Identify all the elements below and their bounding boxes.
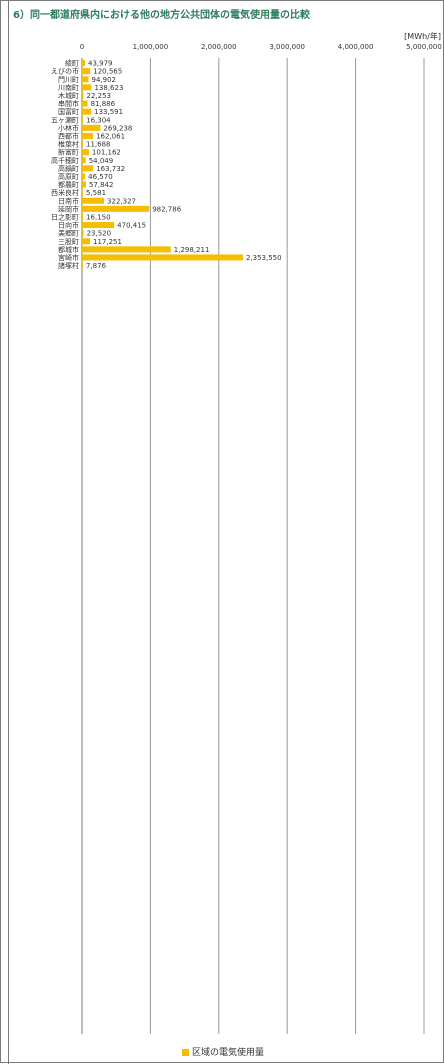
category-label: 綾町 — [65, 59, 79, 68]
data-label: 162,061 — [96, 132, 125, 140]
data-label: 46,570 — [88, 173, 113, 181]
bar — [82, 246, 171, 253]
bar — [82, 132, 94, 139]
data-label: 16,304 — [86, 116, 111, 124]
bar — [82, 181, 86, 188]
bar — [82, 124, 101, 131]
category-label: 串間市 — [58, 99, 79, 108]
category-label: 川南町 — [58, 83, 79, 92]
category-label: 日之影町 — [51, 212, 79, 221]
bar — [82, 141, 83, 148]
category-label: 五ヶ瀬町 — [51, 115, 79, 124]
unit-label: [MWh/年] — [404, 32, 441, 41]
bar — [82, 157, 86, 164]
bar — [82, 60, 86, 67]
bar — [82, 68, 91, 75]
category-label: 西米良村 — [51, 188, 79, 197]
x-tick-label: 3,000,000 — [269, 43, 305, 51]
data-label: 23,520 — [87, 230, 112, 238]
data-label: 16,150 — [86, 213, 111, 221]
bar — [82, 230, 84, 237]
data-label: 1,298,211 — [174, 246, 210, 254]
data-label: 138,623 — [94, 84, 123, 92]
bar — [82, 254, 243, 261]
bar — [82, 149, 89, 156]
bar — [82, 116, 84, 123]
bar — [82, 189, 83, 196]
data-label: 120,565 — [93, 68, 122, 76]
legend: 区域の電気使用量 — [1, 1045, 444, 1058]
category-label: 高千穂町 — [51, 156, 79, 165]
category-label: 高鍋町 — [58, 164, 79, 173]
data-label: 54,049 — [89, 157, 114, 165]
bar — [82, 213, 84, 220]
bar — [82, 84, 92, 91]
category-label: 諸塚村 — [58, 261, 79, 270]
data-label: 322,327 — [107, 197, 136, 205]
x-tick-label: 0 — [80, 43, 84, 51]
x-tick-label: 5,000,000 — [406, 43, 442, 51]
bar — [82, 100, 88, 107]
data-label: 982,786 — [152, 205, 181, 213]
bar — [82, 222, 115, 229]
category-label: 西都市 — [58, 131, 79, 140]
x-tick-label: 2,000,000 — [201, 43, 237, 51]
bar — [82, 165, 94, 172]
data-label: 43,979 — [88, 60, 113, 68]
category-label: 都城市 — [58, 245, 79, 254]
bar — [82, 205, 150, 212]
bar — [82, 108, 92, 115]
data-label: 57,842 — [89, 181, 114, 189]
data-label: 5,581 — [86, 189, 106, 197]
category-label: 宮崎市 — [58, 253, 79, 262]
data-label: 101,162 — [92, 149, 121, 157]
category-label: 国富町 — [58, 107, 79, 116]
data-label: 2,353,550 — [246, 254, 282, 262]
left-margin-rule — [8, 1, 9, 1064]
legend-swatch — [181, 1049, 189, 1056]
data-label: 94,902 — [91, 76, 116, 84]
category-label: 延岡市 — [58, 204, 79, 213]
data-label: 133,591 — [94, 108, 123, 116]
data-label: 470,415 — [117, 222, 146, 230]
category-label: 日向市 — [58, 221, 79, 230]
category-label: 門川町 — [58, 76, 79, 84]
x-tick-label: 1,000,000 — [133, 43, 169, 51]
bar — [82, 173, 86, 180]
x-tick-label: 4,000,000 — [338, 43, 374, 51]
data-label: 269,238 — [103, 124, 132, 132]
data-label: 7,876 — [86, 262, 107, 270]
category-label: 三股町 — [58, 238, 79, 246]
data-label: 117,251 — [93, 238, 122, 246]
data-label: 163,732 — [96, 165, 125, 173]
data-label: 11,688 — [86, 141, 111, 149]
category-label: 木城町 — [58, 91, 79, 100]
category-label: 新富町 — [58, 148, 79, 157]
bar — [82, 92, 84, 99]
data-label: 22,253 — [87, 92, 112, 100]
bar — [82, 76, 89, 83]
category-label: 高原町 — [58, 172, 79, 181]
category-label: 都農町 — [58, 180, 79, 189]
bar — [82, 262, 83, 269]
bar — [82, 197, 105, 204]
legend-label: 区域の電気使用量 — [191, 1048, 264, 1058]
category-label: えびの市 — [51, 67, 79, 76]
chart-title: 6）同一都道府県内における他の地方公共団体の電気使用量の比較 — [13, 10, 310, 21]
category-label: 美郷町 — [58, 229, 79, 238]
category-label: 日南市 — [58, 196, 79, 205]
bar — [82, 238, 91, 245]
category-label: 小林市 — [58, 123, 79, 132]
data-label: 81,886 — [91, 100, 116, 108]
category-label: 椎葉村 — [58, 140, 79, 149]
